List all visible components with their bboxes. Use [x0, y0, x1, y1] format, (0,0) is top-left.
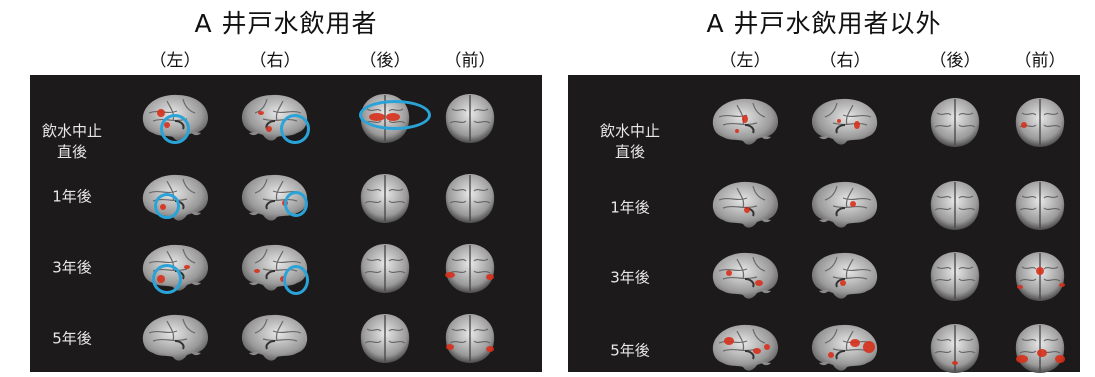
- row-label-3-years: 3年後: [52, 258, 92, 277]
- brain-image-front-view: [432, 91, 508, 147]
- brain-image-front-view: [1002, 321, 1078, 377]
- brain-image-right-view: [237, 311, 313, 367]
- brain-image-grid: 飲水中止 直後 1年後 3年後 5年後: [30, 75, 542, 372]
- highlight-circle: [280, 114, 310, 144]
- view-header-left: （左）: [149, 51, 201, 71]
- brain-image-back-view: [917, 321, 993, 377]
- brain-image-front-view: [432, 171, 508, 227]
- row-label-immediately-after: 飲水中止 直後: [599, 122, 660, 161]
- view-header-back: （後）: [929, 51, 981, 71]
- brain-image-right-view: [807, 95, 883, 151]
- brain-image-right-view: [807, 178, 883, 234]
- brain-image-back-view: [917, 249, 993, 305]
- view-header-front: （前）: [444, 51, 496, 71]
- brain-image-left-view: [137, 311, 213, 367]
- highlight-circle: [283, 265, 309, 295]
- row-label-5-years: 5年後: [52, 329, 92, 348]
- brain-image-front-view: [432, 241, 508, 297]
- brain-image-left-view: [707, 321, 783, 377]
- brain-image-right-view: [807, 249, 883, 305]
- row-label-immediately-after: 飲水中止 直後: [41, 122, 102, 161]
- brain-image-back-view: [347, 241, 423, 297]
- panel-title: A 井戸水飲用者: [194, 9, 378, 38]
- brain-image-back-view: [347, 171, 423, 227]
- row-label-1-year: 1年後: [610, 198, 650, 217]
- brain-image-back-view: [917, 95, 993, 151]
- brain-image-front-view: [1002, 178, 1078, 234]
- view-header-right: （右）: [819, 51, 871, 71]
- highlight-circle: [154, 193, 180, 219]
- brain-image-right-view: [807, 321, 883, 377]
- panel-title: A 井戸水飲用者以外: [706, 9, 942, 38]
- highlight-circle: [152, 264, 182, 294]
- brain-image-left-view: [707, 95, 783, 151]
- brain-image-left-view: [707, 178, 783, 234]
- highlight-circle: [284, 191, 308, 217]
- row-label-5-years: 5年後: [610, 341, 650, 360]
- brain-image-front-view: [432, 311, 508, 367]
- row-label-1-year: 1年後: [52, 187, 92, 206]
- brain-image-grid: 飲水中止 直後 1年後 3年後 5年後: [568, 75, 1080, 373]
- brain-image-back-view: [917, 178, 993, 234]
- row-label-3-years: 3年後: [610, 268, 650, 287]
- brain-image-left-view: [707, 249, 783, 305]
- brain-image-front-view: [1002, 95, 1078, 151]
- view-header-right: （右）: [249, 51, 301, 71]
- view-header-front: （前）: [1014, 51, 1066, 71]
- brain-image-back-view: [347, 311, 423, 367]
- brain-image-front-view: [1002, 249, 1078, 305]
- highlight-circle: [359, 100, 431, 130]
- view-header-back: （後）: [359, 51, 411, 71]
- view-header-left: （左）: [719, 51, 771, 71]
- highlight-circle: [160, 114, 190, 144]
